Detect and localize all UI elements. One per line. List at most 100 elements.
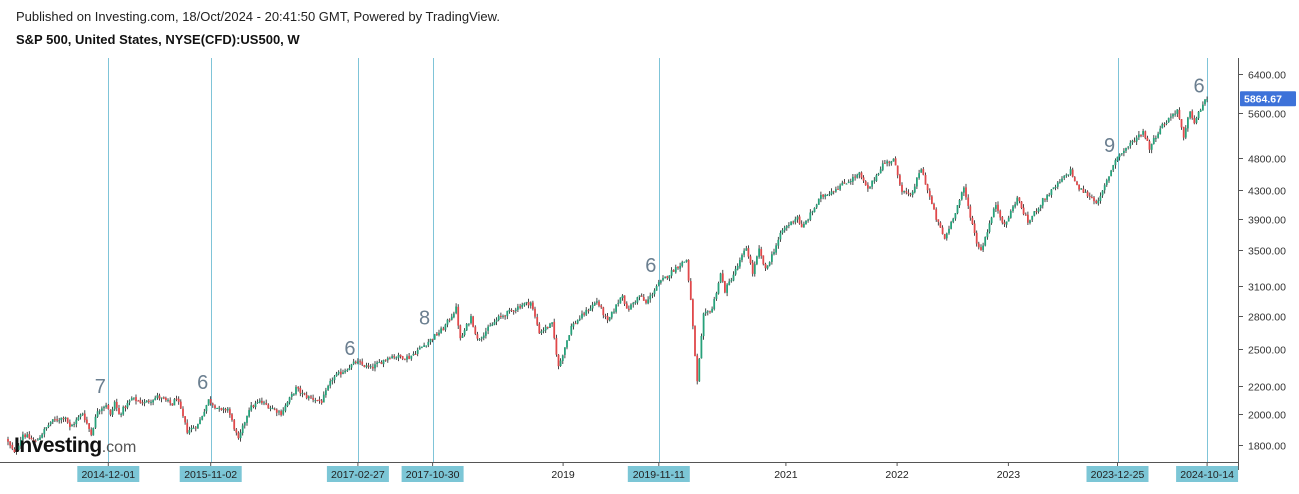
candle-body xyxy=(367,365,370,367)
candle-body xyxy=(105,405,107,407)
candle-body xyxy=(980,247,982,251)
candle-body xyxy=(28,434,31,439)
candle-body xyxy=(177,398,180,402)
candle-body xyxy=(380,362,383,364)
time-tick-label: 2014-12-01 xyxy=(81,469,135,481)
candle-body xyxy=(924,175,927,185)
candle-body xyxy=(901,184,903,192)
candle-body xyxy=(864,181,867,186)
candle-body xyxy=(220,408,223,411)
price-tick-label: 4300.00 xyxy=(1248,186,1286,198)
candle-body xyxy=(1091,197,1093,199)
candle-body xyxy=(446,319,449,325)
candle-body xyxy=(724,281,726,293)
candle-body xyxy=(47,424,50,427)
candle-body xyxy=(852,176,854,182)
candle-body xyxy=(717,283,720,294)
candle-body xyxy=(184,416,186,423)
time-tick-label: 2017-10-30 xyxy=(406,469,460,481)
candle-body xyxy=(71,425,73,427)
candle-body xyxy=(847,181,850,183)
candle-body xyxy=(578,318,581,320)
candle-body xyxy=(455,306,457,314)
candle-body xyxy=(982,245,984,251)
candle-body xyxy=(602,307,605,316)
candle-body xyxy=(465,324,468,331)
candle-body xyxy=(677,266,679,269)
candle-body xyxy=(1150,143,1153,150)
candle-body xyxy=(113,401,116,410)
candle-body xyxy=(365,365,368,368)
candle-body xyxy=(480,337,483,339)
candle-body xyxy=(841,182,844,186)
candle-body xyxy=(581,313,583,319)
candle-body xyxy=(495,319,498,322)
candle-body xyxy=(327,385,329,390)
candle-body xyxy=(555,337,558,355)
candle-body xyxy=(393,356,396,358)
candle-body xyxy=(1184,128,1187,138)
candle-body xyxy=(45,427,48,429)
candle-body xyxy=(997,204,999,211)
candle-body xyxy=(1029,220,1031,223)
candle-body xyxy=(478,339,481,341)
candle-body xyxy=(205,405,208,412)
candle-body xyxy=(506,310,509,317)
candle-body xyxy=(969,206,972,218)
candle-body xyxy=(732,274,735,281)
candle-body xyxy=(745,248,748,251)
candle-body xyxy=(37,439,39,441)
candle-body xyxy=(514,309,517,311)
price-tick-label: 3500.00 xyxy=(1248,246,1286,258)
candle-body xyxy=(523,303,526,306)
candle-body xyxy=(630,304,632,310)
time-tick-label: 2022 xyxy=(885,469,909,481)
candle-body xyxy=(342,372,344,374)
candle-body xyxy=(307,396,310,399)
candle-body xyxy=(263,402,265,404)
candle-body xyxy=(653,290,656,295)
candle-body xyxy=(758,248,760,257)
candle-body xyxy=(39,437,41,440)
candle-body xyxy=(1180,119,1183,128)
candle-body xyxy=(354,361,357,363)
candle-body xyxy=(1035,211,1038,213)
candle-body xyxy=(1084,191,1087,193)
candle-body xyxy=(34,440,37,442)
candle-body xyxy=(86,419,88,424)
candle-body xyxy=(540,331,543,333)
candle-body xyxy=(320,400,323,403)
candle-body xyxy=(984,237,987,246)
candle-body xyxy=(1027,214,1029,223)
candle-body xyxy=(963,187,965,193)
candle-body xyxy=(94,416,97,428)
candle-body xyxy=(781,230,784,233)
candle-body xyxy=(899,175,901,185)
candle-body xyxy=(1048,195,1051,197)
candle-body xyxy=(75,419,78,425)
candle-body xyxy=(384,359,387,361)
candle-body xyxy=(736,265,739,270)
candle-body xyxy=(768,262,771,266)
candle-body xyxy=(1001,217,1004,223)
candle-body xyxy=(867,184,869,189)
candle-body xyxy=(822,194,824,197)
candle-body xyxy=(638,295,641,297)
candle-body xyxy=(19,440,22,446)
candle-body xyxy=(436,333,438,336)
candle-body xyxy=(719,273,722,283)
candle-body xyxy=(1206,99,1208,101)
candle-body xyxy=(357,361,359,364)
candle-body xyxy=(229,409,231,415)
candle-body xyxy=(235,429,238,433)
candle-body xyxy=(807,219,809,221)
candle-body xyxy=(453,313,455,318)
candle-body xyxy=(634,302,637,304)
candle-body xyxy=(596,301,598,303)
candle-body xyxy=(1059,181,1061,183)
candle-body xyxy=(615,304,617,312)
candle-body xyxy=(766,265,769,269)
candle-body xyxy=(734,268,737,275)
candle-body xyxy=(124,406,127,409)
